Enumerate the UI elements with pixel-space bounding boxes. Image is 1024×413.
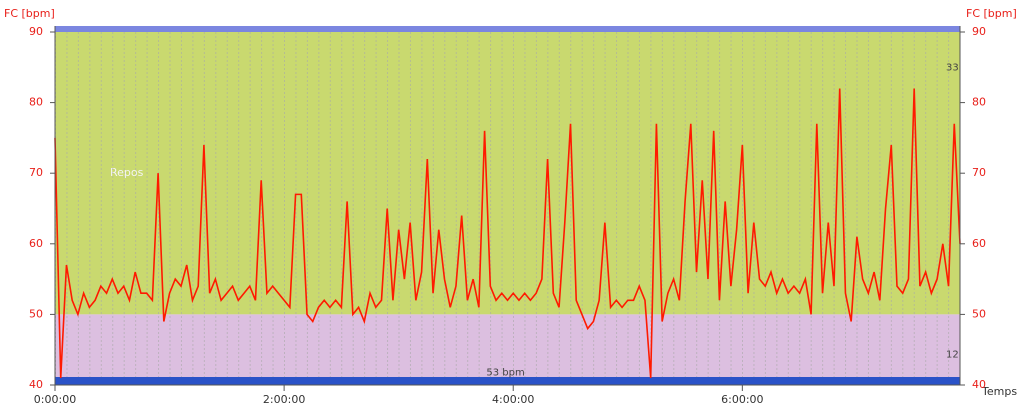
y-tick-label: 50 (29, 307, 43, 320)
y-tick-label: 40 (29, 378, 43, 391)
x-axis-title: Temps (981, 385, 1017, 398)
y-tick-label: 90 (29, 25, 43, 38)
y2-tick-label: 90 (972, 25, 986, 38)
x-tick-label: 2:00:00 (263, 393, 305, 406)
y2-tick-label: 50 (972, 307, 986, 320)
line (54, 88, 961, 378)
y2-tick-label: 80 (972, 96, 986, 109)
y-tick-label: 70 (29, 166, 43, 179)
x-tick-label: 6:00:00 (721, 393, 763, 406)
bottom-band (55, 377, 960, 385)
y-tick-label: 80 (29, 96, 43, 109)
x-tick-label: 4:00:00 (492, 393, 534, 406)
top-band (55, 26, 960, 32)
grid-pattern (55, 32, 960, 385)
y2-tick-label: 40 (972, 378, 986, 391)
x-tick-label: 0:00:00 (34, 393, 76, 406)
plot: 53 bpm 33 12 (54, 62, 961, 378)
y-tick-label: 60 (29, 237, 43, 250)
annotation: 33 (946, 62, 959, 73)
annotation: 12 (946, 350, 959, 361)
annotation: 53 bpm (486, 367, 524, 378)
y2-tick-label: 60 (972, 237, 986, 250)
y-axis-title: FC [bpm] (4, 7, 55, 20)
y2-axis-title: FC [bpm] (966, 7, 1017, 20)
y2-tick-label: 70 (972, 166, 986, 179)
